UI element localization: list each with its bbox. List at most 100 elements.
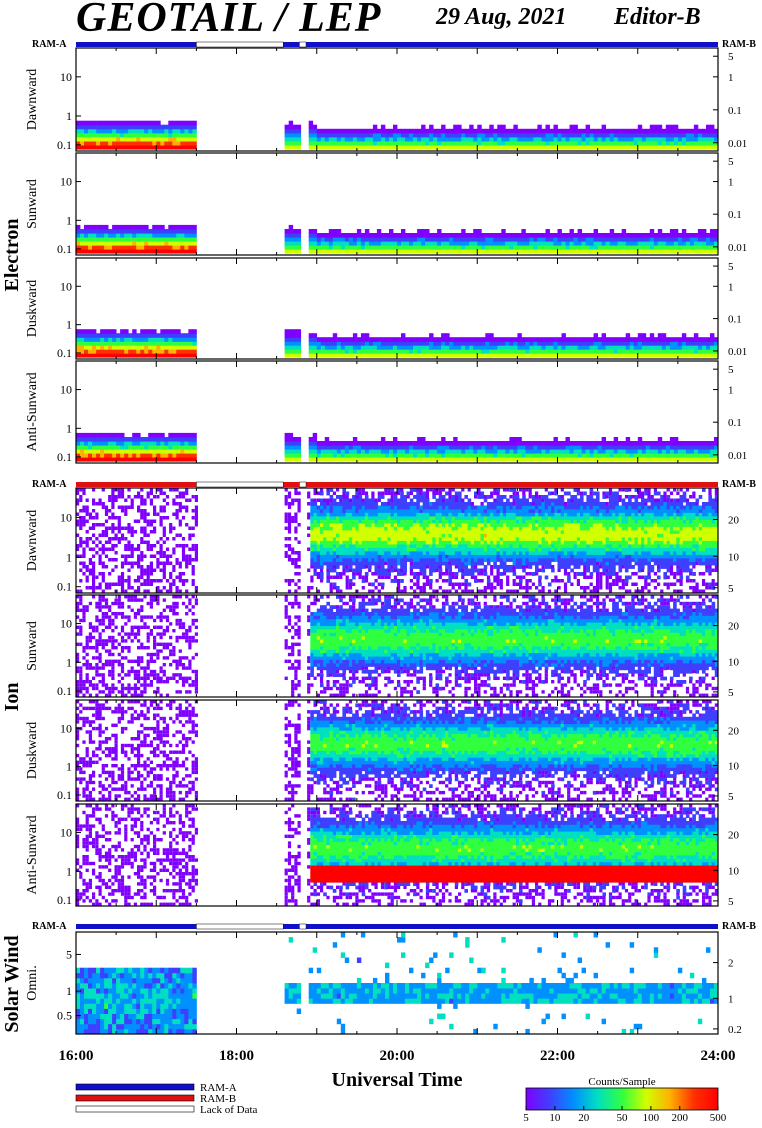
panel-label: Anti-Sunward [25, 815, 40, 894]
r-tick-label: 1 [728, 177, 734, 189]
ram-gap [196, 41, 284, 48]
y-tick-label: 1 [66, 984, 72, 998]
r-tick-label: 5 [728, 261, 734, 273]
colorbar-title: Counts/Sample [588, 1076, 655, 1088]
group-label: Electron [1, 219, 23, 292]
r-tick-label: 0.01 [728, 138, 747, 150]
panel-label: Duskward [25, 722, 40, 780]
y-tick-label: 10 [60, 510, 72, 524]
x-axis-label: Universal Time [332, 1069, 463, 1091]
y-tick-label: 10 [60, 175, 72, 189]
ram-a-label: RAM-A [32, 921, 67, 932]
legend-label: RAM-B [200, 1093, 236, 1105]
r-tick-label: 20 [728, 621, 740, 633]
r-tick-label: 0.1 [728, 209, 742, 221]
ram-b-label: RAM-B [722, 479, 756, 490]
ram-bar [76, 924, 718, 929]
legend-swatch [75, 1105, 195, 1113]
r-tick-label: 0.2 [728, 1024, 742, 1036]
ram-b-label: RAM-B [722, 921, 756, 932]
x-tick-label: 24:00 [701, 1048, 736, 1064]
r-tick-label: 20 [728, 725, 740, 737]
y-tick-label: 0.1 [57, 242, 72, 256]
r-tick-label: 0.1 [728, 105, 742, 117]
y-tick-label: 5 [66, 947, 72, 961]
panel-label: Dawnward [25, 510, 40, 571]
r-tick-label: 0.01 [728, 242, 747, 254]
colorbar-tick-label: 500 [710, 1112, 727, 1124]
x-tick-label: 20:00 [380, 1048, 415, 1064]
ram-gap [299, 481, 307, 488]
y-tick-label: 0.1 [57, 450, 72, 464]
panel-label: Omni. [25, 965, 40, 1000]
y-tick-label: 1 [66, 550, 72, 564]
r-tick-label: 5 [728, 51, 734, 63]
y-tick-label: 1 [66, 421, 72, 435]
y-tick-label: 0.1 [57, 684, 72, 698]
colorbar: Counts/Sample 5 10 20 50 100 200 500 [523, 1076, 727, 1124]
r-tick-label: 5 [728, 156, 734, 168]
ram-gap [299, 923, 307, 930]
y-tick-label: 10 [60, 826, 72, 840]
ram-a-label: RAM-A [32, 479, 67, 490]
ram-bar [76, 42, 718, 47]
r-tick-label: 1 [728, 72, 734, 84]
colorbar-tick-label: 20 [578, 1112, 590, 1124]
panel-label: Anti-Sunward [25, 372, 40, 451]
r-tick-label: 1 [728, 993, 734, 1005]
panel-anti-sunward: Anti-Sunward 10 1 0.1 5 1 0.1 0.01 [25, 360, 747, 464]
colorbar-tick-label: 10 [549, 1112, 561, 1124]
panel-label: Sunward [25, 179, 40, 229]
colorbar-tick-label: 200 [672, 1112, 689, 1124]
y-tick-label: 10 [60, 617, 72, 631]
r-tick-label: 0.01 [728, 346, 747, 358]
r-tick-label: 20 [728, 830, 740, 842]
group-electron: RAM-A RAM-B Electron Dawnward 10 1 0.1 5 1 0.1 0.0… [1, 39, 756, 464]
panel-dawnward: Dawnward 10 1 0.1 5 1 0.1 0.01 [25, 47, 747, 152]
colorbar-tick-label: 50 [617, 1112, 629, 1124]
y-tick-label: 1 [66, 109, 72, 123]
ram-gap [196, 481, 284, 488]
legend-swatch [75, 1083, 195, 1091]
group-label: Ion [1, 683, 23, 712]
r-tick-label: 1 [728, 385, 734, 397]
r-tick-label: 10 [728, 551, 740, 563]
y-tick-label: 0.1 [57, 580, 72, 594]
colorbar-tick-label: 100 [643, 1112, 660, 1124]
panel-dawnward: Dawnward 10 1 0.1 20 10 5 [25, 487, 740, 595]
panel-anti-sunward: Anti-Sunward 10 1 0.1 20 10 5 [25, 803, 740, 908]
y-tick-label: 0.5 [57, 1009, 72, 1023]
r-tick-label: 5 [728, 687, 734, 699]
x-tick-label: 18:00 [219, 1048, 254, 1064]
r-tick-label: 20 [728, 515, 740, 527]
r-tick-label: 0.1 [728, 314, 742, 326]
r-tick-label: 2 [728, 958, 734, 970]
ram-b-label: RAM-B [722, 39, 756, 50]
r-tick-label: 5 [728, 791, 734, 803]
y-tick-label: 10 [60, 279, 72, 293]
panel-sunward: Sunward 10 1 0.1 5 1 0.1 0.01 [25, 152, 747, 256]
panel-label: Dawnward [25, 69, 40, 130]
group-label: Solar Wind [1, 935, 23, 1032]
r-tick-label: 10 [728, 656, 740, 668]
x-tick-label: 16:00 [59, 1048, 94, 1064]
group-ion: RAM-A RAM-B Ion Dawnward 10 1 0.1 20 10 5 Sunward 1… [1, 479, 756, 908]
ram-bar [76, 482, 718, 487]
r-tick-label: 0.01 [728, 450, 747, 462]
plot-title: GEOTAIL / LEP [76, 0, 382, 41]
y-tick-label: 1 [66, 760, 72, 774]
r-tick-label: 1 [728, 281, 734, 293]
group-solar-wind: RAM-A RAM-B Solar Wind Omni. 5 1 0.5 2 1 0.2 [1, 921, 756, 1036]
r-tick-label: 0.1 [728, 417, 742, 429]
panel-omni-: Omni. 5 1 0.5 2 1 0.2 [25, 931, 742, 1036]
y-tick-label: 0.1 [57, 893, 72, 907]
panel-sunward: Sunward 10 1 0.1 20 10 5 [25, 594, 740, 699]
y-tick-label: 10 [60, 721, 72, 735]
ram-gap [196, 923, 284, 930]
r-tick-label: 5 [728, 896, 734, 908]
r-tick-label: 5 [728, 364, 734, 376]
panel-duskward: Duskward 10 1 0.1 5 1 0.1 0.01 [25, 257, 747, 360]
legend-swatch [75, 1094, 195, 1102]
ram-gap [299, 41, 307, 48]
